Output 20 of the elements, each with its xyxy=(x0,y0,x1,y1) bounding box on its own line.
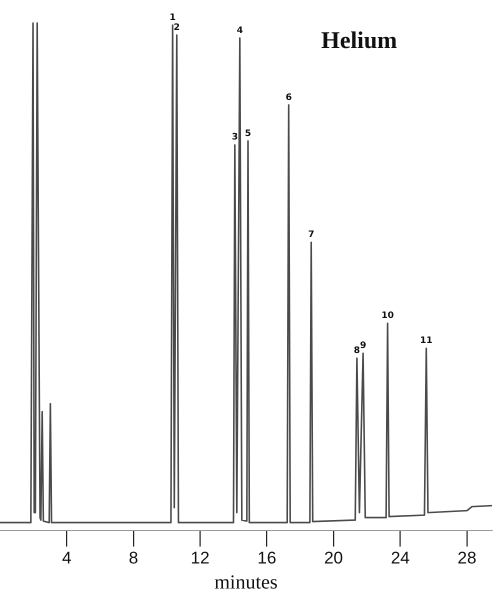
x-axis-title: minutes xyxy=(214,571,278,594)
annotation: 2 xyxy=(174,22,180,33)
annotation: 3 xyxy=(232,132,238,143)
x-tick-label: 20 xyxy=(324,548,344,568)
x-tick-label: 8 xyxy=(128,548,138,568)
x-tick-label: 28 xyxy=(458,548,476,568)
annotation: 4 xyxy=(236,26,243,36)
annotation: 6 xyxy=(286,92,292,103)
annotation: 9 xyxy=(360,341,366,352)
x-tick-label: 16 xyxy=(257,548,276,568)
x-tick-label: 12 xyxy=(190,548,210,568)
annotation: 11 xyxy=(420,336,433,346)
annotation: 5 xyxy=(244,128,252,139)
chart-title: Helium xyxy=(321,28,398,54)
annotation: 10 xyxy=(381,311,394,322)
annotation: 1 xyxy=(169,12,176,23)
annotation: 7 xyxy=(308,230,314,240)
x-tick-label: 24 xyxy=(390,548,410,568)
x-tick-label: 4 xyxy=(62,548,72,568)
annotation: 8 xyxy=(354,346,360,356)
